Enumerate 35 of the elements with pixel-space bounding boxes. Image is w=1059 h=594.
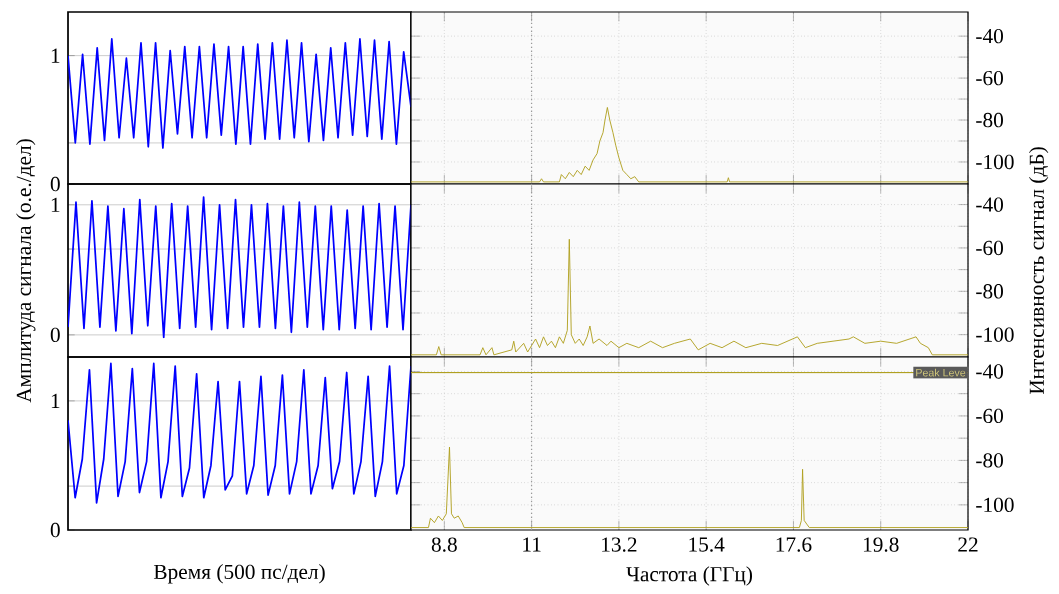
line-series: [68, 362, 412, 504]
y-tick-label: -40: [976, 197, 1003, 212]
y-tick-label: 1: [51, 48, 60, 63]
x-tick-label: 15.4: [689, 537, 725, 552]
line-series: [68, 196, 411, 339]
y-axis-title: Интенсивность сигнал (дБ): [1028, 147, 1049, 395]
y-tick-label: -40: [976, 28, 1003, 44]
y-tick-label: -60: [976, 408, 1003, 424]
y-axis-title: Амплитуда сигнала (о.е./дел): [16, 139, 36, 403]
y-tick-label: 1: [51, 393, 60, 408]
line-series: [411, 106, 969, 183]
y-tick-label: -100: [976, 154, 1014, 170]
y-tick-label: -100: [976, 327, 1014, 342]
y-tick-label: 0: [50, 522, 60, 538]
y-tick-label: 0: [50, 176, 60, 192]
x-axis-title: Частота (ГГц): [626, 566, 753, 586]
x-tick-label: 22: [958, 537, 978, 552]
y-tick-label: -80: [976, 453, 1003, 468]
x-tick-label: 17.6: [776, 537, 812, 552]
y-tick-label: -80: [976, 284, 1003, 299]
x-tick-label: 13.2: [602, 537, 637, 552]
y-tick-label: -80: [976, 112, 1003, 128]
y-tick-label: -60: [976, 240, 1003, 256]
y-tick-label: -60: [976, 70, 1003, 86]
x-tick-label: 19.8: [863, 537, 899, 552]
x-tick-label: 11: [523, 537, 541, 552]
line-series: [68, 38, 411, 149]
y-tick-label: 0: [50, 327, 60, 343]
y-tick-label: -100: [976, 497, 1014, 513]
ref-line-label: Peak Leve: [916, 368, 966, 377]
x-tick-label: 8.8: [431, 537, 457, 552]
line-series: [411, 446, 969, 529]
y-tick-label: -40: [976, 364, 1003, 379]
y-tick-label: 1: [51, 197, 60, 212]
x-axis-title: Время (500 пс/дел): [153, 564, 325, 584]
